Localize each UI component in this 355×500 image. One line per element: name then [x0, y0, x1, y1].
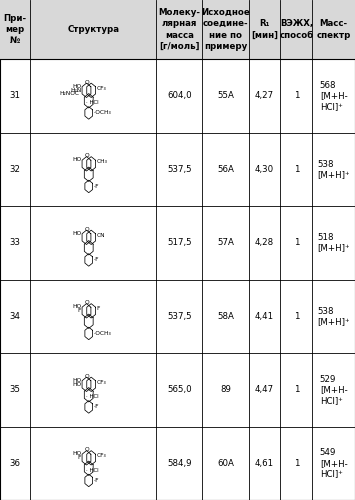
Text: CF₃: CF₃	[97, 453, 106, 458]
Text: 549
[M+H-
HCl]⁺: 549 [M+H- HCl]⁺	[320, 448, 348, 478]
Text: 1: 1	[294, 312, 299, 321]
Text: 60A: 60A	[217, 459, 234, 468]
Text: 537,5: 537,5	[167, 312, 192, 321]
Text: 537,5: 537,5	[167, 165, 192, 174]
Text: Масс-
спектр: Масс- спектр	[317, 20, 351, 40]
Text: 1: 1	[294, 385, 299, 394]
Text: -F: -F	[94, 404, 99, 409]
Text: 1: 1	[294, 238, 299, 247]
Text: 57A: 57A	[217, 238, 234, 247]
Text: 35: 35	[10, 385, 21, 394]
Text: F: F	[78, 308, 81, 314]
Text: 55A: 55A	[217, 91, 234, 100]
Text: O: O	[85, 448, 89, 452]
Text: · HCl: · HCl	[86, 100, 98, 105]
Text: 58A: 58A	[217, 312, 234, 321]
Text: H₂N: H₂N	[70, 88, 81, 93]
Text: 568
[M+H-
HCl]⁺: 568 [M+H- HCl]⁺	[320, 81, 348, 110]
Text: F: F	[78, 456, 81, 460]
Text: 565,0: 565,0	[167, 385, 192, 394]
Text: O: O	[85, 154, 89, 158]
Text: 604,0: 604,0	[167, 91, 192, 100]
Bar	[0, 0, 355, 59]
Text: 56A: 56A	[217, 165, 234, 174]
Text: -F: -F	[94, 478, 99, 483]
Text: -OCH₃: -OCH₃	[94, 331, 111, 336]
Text: HO: HO	[72, 304, 81, 310]
Text: 4,41: 4,41	[255, 312, 274, 321]
Text: · HCl: · HCl	[86, 394, 98, 400]
Text: 529
[M+H-
HCl]⁺: 529 [M+H- HCl]⁺	[320, 375, 348, 404]
Text: -F: -F	[94, 184, 99, 189]
Text: 31: 31	[10, 91, 21, 100]
Text: · HCl: · HCl	[86, 468, 98, 473]
Text: При-
мер
№: При- мер №	[4, 14, 27, 45]
Text: 584,9: 584,9	[167, 459, 192, 468]
Text: 89: 89	[220, 385, 231, 394]
Text: 4,28: 4,28	[255, 238, 274, 247]
Text: 538
[M+H]⁺: 538 [M+H]⁺	[317, 160, 350, 179]
Text: H₂NOC: H₂NOC	[60, 92, 80, 96]
Text: CF₃: CF₃	[97, 86, 106, 90]
Text: HO: HO	[72, 84, 81, 89]
Text: 4,61: 4,61	[255, 459, 274, 468]
Text: O: O	[85, 300, 89, 306]
Text: HO: HO	[72, 452, 81, 456]
Text: 1: 1	[294, 165, 299, 174]
Text: CF₃: CF₃	[97, 380, 106, 384]
Text: CH₃: CH₃	[97, 159, 108, 164]
Text: CN: CN	[97, 232, 105, 237]
Text: -F: -F	[94, 258, 99, 262]
Text: O: O	[85, 227, 89, 232]
Text: Молеку-
лярная
масса
[г/моль]: Молеку- лярная масса [г/моль]	[158, 8, 200, 50]
Text: 517,5: 517,5	[167, 238, 192, 247]
Text: 4,27: 4,27	[255, 91, 274, 100]
Text: HO: HO	[72, 382, 81, 387]
Text: 32: 32	[10, 165, 21, 174]
Text: HO: HO	[72, 231, 81, 236]
Text: -OCH₃: -OCH₃	[94, 110, 111, 116]
Text: 518
[M+H]⁺: 518 [M+H]⁺	[317, 233, 350, 252]
Text: O: O	[85, 80, 89, 85]
Text: F: F	[97, 306, 100, 311]
Text: Исходное
соедине-
ние по
примеру: Исходное соедине- ние по примеру	[201, 8, 250, 50]
Text: 1: 1	[294, 459, 299, 468]
Text: HO: HO	[72, 378, 81, 383]
Text: 36: 36	[10, 459, 21, 468]
Text: 33: 33	[10, 238, 21, 247]
Text: HO: HO	[72, 158, 81, 162]
Text: Структура: Структура	[67, 25, 119, 34]
Text: 538
[M+H]⁺: 538 [M+H]⁺	[317, 306, 350, 326]
Text: ВЭЖХ,
способ: ВЭЖХ, способ	[279, 20, 313, 40]
Text: 4,47: 4,47	[255, 385, 274, 394]
Text: 4,30: 4,30	[255, 165, 274, 174]
Text: R₁
[мин]: R₁ [мин]	[251, 20, 278, 40]
Text: O: O	[85, 374, 89, 379]
Text: 34: 34	[10, 312, 21, 321]
Text: 1: 1	[294, 91, 299, 100]
